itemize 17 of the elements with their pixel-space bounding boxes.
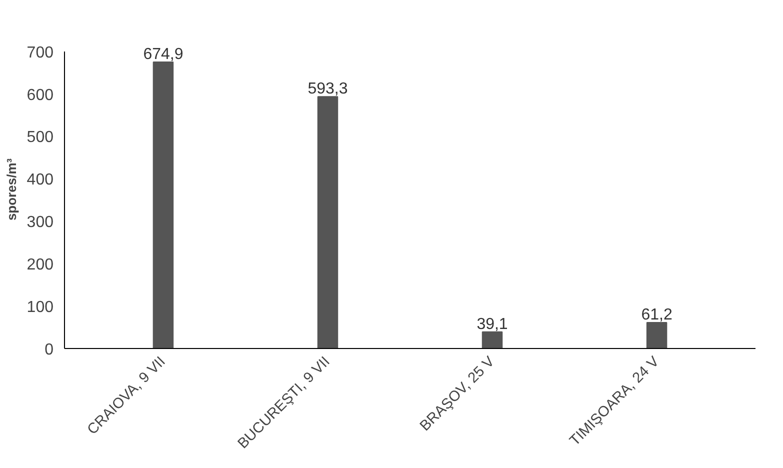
y-tick-label: 500 [26, 129, 54, 146]
bar [482, 331, 503, 348]
y-tick-label: 100 [26, 299, 54, 316]
y-axis-title: spores/m³ [4, 158, 19, 221]
y-tick-label: 400 [26, 172, 54, 189]
y-tick-label: 300 [26, 214, 54, 232]
data-label: 61,2 [641, 306, 672, 324]
bar [646, 322, 668, 348]
data-label: 674,9 [143, 46, 184, 63]
data-label: 39,1 [476, 316, 508, 333]
y-tick-label: 200 [26, 256, 54, 274]
bar [317, 96, 338, 348]
data-label: 593,3 [308, 80, 348, 98]
bar [152, 61, 174, 348]
y-tick-label: 600 [26, 86, 54, 104]
y-tick-label: 0 [44, 342, 54, 358]
y-tick-label: 700 [26, 44, 54, 62]
